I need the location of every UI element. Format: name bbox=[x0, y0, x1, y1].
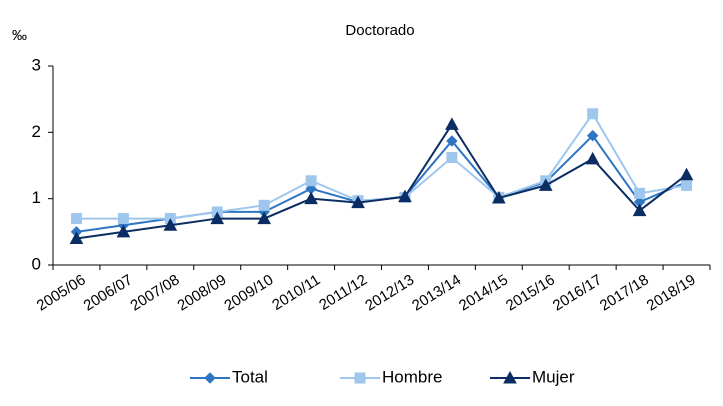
x-tick-label: 2009/10 bbox=[221, 271, 276, 314]
point bbox=[491, 190, 506, 204]
x-tick-label: 2008/09 bbox=[174, 271, 229, 314]
x-tick-label: 2018/19 bbox=[644, 271, 699, 314]
point bbox=[305, 175, 317, 187]
x-tick-label: 2015/16 bbox=[503, 271, 558, 314]
x-tick-label: 2012/13 bbox=[362, 271, 417, 314]
point bbox=[681, 179, 693, 191]
x-tick-label: 2016/17 bbox=[550, 271, 605, 314]
point bbox=[258, 199, 270, 211]
point bbox=[446, 152, 458, 164]
point bbox=[116, 224, 131, 238]
chart-title: Doctorado bbox=[345, 22, 414, 39]
point bbox=[538, 178, 553, 191]
point bbox=[117, 213, 129, 225]
point bbox=[163, 218, 178, 231]
point bbox=[446, 135, 458, 147]
point bbox=[585, 151, 600, 165]
legend-label: Total bbox=[232, 367, 268, 386]
point bbox=[304, 191, 318, 205]
legend-label: Hombre bbox=[382, 367, 442, 386]
x-tick-label: 2010/11 bbox=[269, 271, 323, 314]
x-tick-label: 2007/08 bbox=[128, 271, 183, 314]
point bbox=[632, 203, 647, 217]
legend-marker bbox=[503, 370, 517, 384]
point bbox=[351, 195, 365, 209]
series-line bbox=[76, 122, 688, 240]
point bbox=[445, 117, 459, 130]
x-tick-label: 2006/07 bbox=[81, 271, 136, 314]
y-tick-label: 1 bbox=[32, 188, 41, 207]
point bbox=[70, 213, 82, 225]
y-tick-label: 0 bbox=[32, 254, 41, 273]
point bbox=[257, 211, 272, 225]
point bbox=[586, 129, 599, 142]
x-tick-label: 2013/14 bbox=[409, 271, 464, 314]
legend-marker bbox=[204, 372, 216, 384]
y-tick-label: 3 bbox=[32, 55, 41, 74]
y-axis-label: ‰ bbox=[12, 27, 27, 44]
point bbox=[587, 108, 599, 120]
point bbox=[634, 187, 646, 199]
x-tick-label: 2005/06 bbox=[34, 271, 89, 314]
x-tick-label: 2014/15 bbox=[456, 271, 511, 314]
point bbox=[679, 167, 694, 181]
series-line bbox=[76, 111, 687, 220]
x-tick-label: 2011/12 bbox=[316, 271, 370, 314]
y-tick-label: 2 bbox=[32, 122, 41, 141]
point bbox=[398, 189, 412, 203]
legend-marker bbox=[354, 372, 366, 384]
point bbox=[69, 231, 84, 244]
point bbox=[210, 211, 225, 225]
x-tick-label: 2017/18 bbox=[597, 271, 652, 314]
legend-label: Mujer bbox=[532, 367, 575, 386]
